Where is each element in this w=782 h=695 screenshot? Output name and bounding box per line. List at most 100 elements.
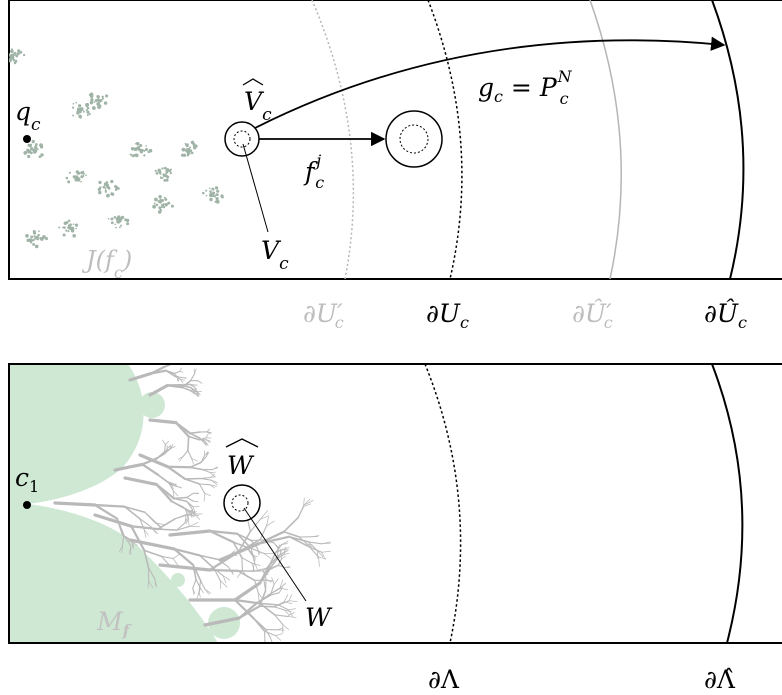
q-c-label: qc — [15, 97, 41, 135]
dendrite-branch — [258, 568, 271, 585]
dendrite-branch — [279, 548, 281, 554]
julia-speck — [93, 101, 96, 104]
dendrite-branch — [307, 541, 323, 545]
dendrite-branch — [200, 580, 206, 590]
boundary-u-label: ∂Uc — [426, 299, 469, 332]
dendrite-branch — [194, 392, 199, 395]
julia-speck — [165, 204, 167, 207]
julia-speck — [37, 233, 40, 237]
g-c-label: gc = PN c — [478, 67, 573, 108]
dendrite-branch — [186, 492, 194, 499]
dendrite-branch — [279, 583, 286, 589]
julia-speck — [78, 114, 82, 119]
dendrite-branch — [189, 431, 201, 435]
dendrite-branch — [168, 482, 177, 487]
dendrite-branch — [278, 604, 290, 611]
boundary-u-prime-label: ∂U′c — [303, 299, 344, 332]
julia-speck — [80, 175, 84, 179]
julia-speck — [34, 244, 39, 249]
dendrite-branch — [192, 588, 196, 594]
dendrite-branch — [153, 520, 161, 527]
dendrite-branch — [253, 568, 266, 572]
boundary-u-hat-prime-label: ∂Û′c — [572, 299, 613, 332]
boundary-u-hat-prime-curve — [589, 0, 622, 279]
dendrite-branch — [268, 564, 280, 571]
julia-speck — [139, 149, 142, 152]
julia-speck — [75, 101, 78, 104]
dendrite-branch — [130, 525, 160, 531]
dendrite-branch — [254, 561, 258, 570]
dendrite-branch — [168, 529, 212, 537]
mandelbrot-dendrite — [53, 364, 331, 643]
dendrite-branch — [257, 592, 260, 603]
dendrite-branch — [174, 513, 190, 520]
julia-speck — [158, 194, 162, 199]
dendrite-branch — [191, 458, 194, 465]
julia-speck — [102, 185, 106, 189]
julia-speck — [97, 99, 102, 103]
dendrite-branch — [269, 592, 280, 596]
julia-speck — [154, 169, 157, 173]
julia-speck — [104, 187, 107, 190]
dendrite-branch — [208, 529, 239, 535]
dendrite-branch — [250, 539, 263, 542]
dendrite-branch — [130, 525, 146, 552]
julia-speck — [163, 178, 167, 182]
boundary-lambda-curve — [424, 364, 462, 643]
dendrite-branch — [148, 383, 170, 397]
dendrite-branch — [162, 439, 166, 445]
dendrite-branch — [143, 528, 147, 538]
dendrite-branch — [275, 633, 283, 636]
julia-speck — [162, 203, 165, 206]
dendrite-branch — [258, 589, 267, 607]
w-hat-hat-mark — [225, 438, 259, 448]
dendrite-branch — [208, 529, 235, 544]
julia-speck — [3, 49, 7, 53]
julia-speck — [39, 143, 43, 147]
julia-speck — [27, 143, 31, 147]
julia-speck — [34, 143, 38, 146]
julia-speck — [78, 110, 82, 114]
dendrite-branch — [284, 609, 292, 613]
mandelbrot-label: Mf — [96, 607, 133, 640]
dendrite-branch — [206, 431, 212, 434]
dendrite-branch — [180, 379, 185, 381]
julia-speck — [134, 153, 139, 158]
c1-label: c1 — [15, 463, 39, 496]
image-disk-inner — [399, 124, 429, 154]
dendrite-branch — [158, 563, 212, 572]
julia-speck — [169, 171, 172, 175]
dendrite-branch — [189, 525, 200, 528]
dendrite-branch — [164, 443, 166, 453]
julia-speck — [215, 196, 219, 201]
julia-speck — [161, 167, 164, 170]
dendrite-branch — [210, 471, 216, 474]
dendrite-branch — [176, 525, 191, 531]
dendrite-branch — [205, 451, 209, 458]
dendrite-branch — [286, 616, 297, 618]
julia-speck — [27, 154, 31, 159]
dendrite-branch — [188, 517, 190, 526]
dendrite-branch — [206, 428, 211, 433]
dendrite-branch — [273, 606, 285, 611]
v-c-pointer-line — [242, 143, 269, 233]
julia-speck — [17, 49, 21, 53]
mandelbrot-bulb-upper — [139, 392, 165, 418]
bottom-panel-frame — [8, 363, 782, 644]
julia-speck — [76, 177, 81, 181]
dendrite-branch — [278, 587, 283, 594]
dendrite-branch — [233, 581, 262, 602]
dendrite-branch — [139, 518, 152, 528]
julia-speck — [163, 166, 167, 170]
julia-set-dust — [3, 48, 224, 249]
julia-speck — [189, 149, 193, 153]
dendrite-branch — [179, 367, 182, 372]
dendrite-branch — [198, 590, 201, 598]
dendrite-branch — [164, 441, 170, 445]
dendrite-branch — [259, 525, 268, 541]
julia-speck — [162, 174, 166, 178]
dendrite-branch — [263, 553, 272, 559]
dendrite-branch — [206, 439, 211, 443]
julia-speck — [145, 148, 148, 151]
dendrite-branch — [156, 450, 166, 460]
